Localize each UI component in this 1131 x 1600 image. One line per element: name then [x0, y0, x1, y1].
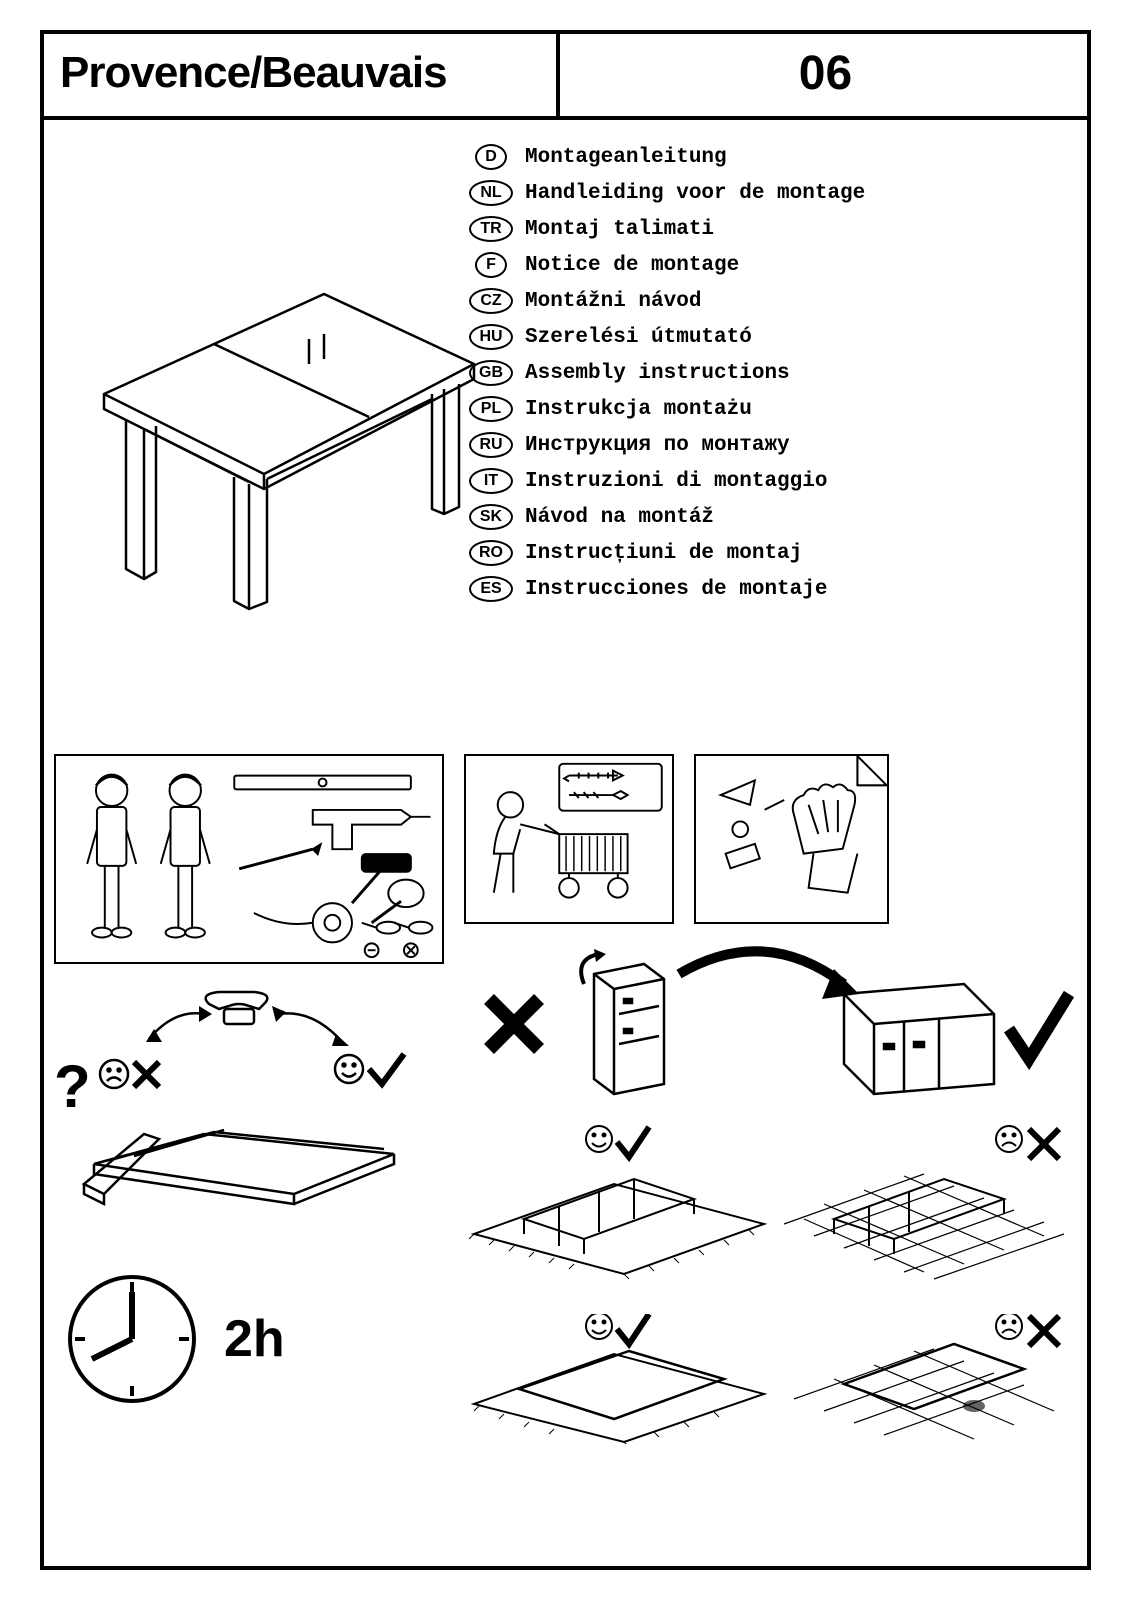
- lang-row: TR Montaj talimati: [469, 216, 1077, 242]
- number-box: 06: [560, 30, 1091, 120]
- lang-row: NL Handleiding voor de montage: [469, 180, 1077, 206]
- lang-text: Assembly instructions: [525, 362, 790, 385]
- tools-panel: [54, 754, 444, 964]
- lang-code: ES: [469, 576, 513, 602]
- instruction-panels: ?: [54, 754, 1077, 1556]
- clock-panel: 2h: [54, 1264, 444, 1414]
- lang-text: Szerelési útmutató: [525, 326, 752, 349]
- lang-text: Инструкция по монтажу: [525, 434, 790, 457]
- lang-row: GB Assembly instructions: [469, 360, 1077, 386]
- lang-text: Handleiding voor de montage: [525, 182, 865, 205]
- lang-code: HU: [469, 324, 513, 350]
- lang-text: Instrucțiuni de montaj: [525, 542, 802, 565]
- lang-code: RO: [469, 540, 513, 566]
- lang-text: Instruzioni di montaggio: [525, 470, 827, 493]
- lang-code: SK: [469, 504, 513, 530]
- lang-row: SK Návod na montáž: [469, 504, 1077, 530]
- lang-code: F: [475, 252, 507, 278]
- title-box: Provence/Beauvais: [40, 30, 560, 120]
- shopping-panel: [464, 754, 674, 924]
- boxes-panel: [464, 944, 1074, 1104]
- lang-code: TR: [469, 216, 513, 242]
- lang-row: PL Instrukcja montażu: [469, 396, 1077, 422]
- lang-text: Montážni návod: [525, 290, 701, 313]
- lang-code: IT: [469, 468, 513, 494]
- lang-row: RO Instrucțiuni de montaj: [469, 540, 1077, 566]
- lang-text: Instrucciones de montaje: [525, 578, 827, 601]
- language-list: D Montageanleitung NL Handleiding voor de …: [469, 144, 1077, 612]
- page-number: 06: [799, 46, 852, 101]
- lang-code: CZ: [469, 288, 513, 314]
- content: D Montageanleitung NL Handleiding voor de …: [44, 124, 1087, 1566]
- phone-help-panel: ?: [54, 984, 444, 1214]
- lang-code: PL: [469, 396, 513, 422]
- lang-text: Instrukcja montażu: [525, 398, 752, 421]
- lang-row: ES Instrucciones de montaje: [469, 576, 1077, 602]
- lang-row: F Notice de montage: [469, 252, 1077, 278]
- surface-panel-1: [464, 1124, 1074, 1284]
- table-illustration: [64, 234, 484, 614]
- lang-code: RU: [469, 432, 513, 458]
- lang-code: GB: [469, 360, 513, 386]
- clock-label: 2h: [224, 1309, 285, 1369]
- header: Provence/Beauvais 06: [40, 30, 1091, 120]
- lang-row: CZ Montážni návod: [469, 288, 1077, 314]
- surface-panel-2: [464, 1314, 1074, 1444]
- product-title: Provence/Beauvais: [60, 48, 447, 98]
- lang-code: D: [475, 144, 507, 170]
- lang-text: Montageanleitung: [525, 146, 727, 169]
- lang-row: IT Instruzioni di montaggio: [469, 468, 1077, 494]
- lang-row: D Montageanleitung: [469, 144, 1077, 170]
- lang-row: RU Инструкция по монтажу: [469, 432, 1077, 458]
- lang-text: Montaj talimati: [525, 218, 714, 241]
- lang-text: Návod na montáž: [525, 506, 714, 529]
- gloves-panel: [694, 754, 889, 924]
- lang-code: NL: [469, 180, 513, 206]
- lang-row: HU Szerelési útmutató: [469, 324, 1077, 350]
- lang-text: Notice de montage: [525, 254, 739, 277]
